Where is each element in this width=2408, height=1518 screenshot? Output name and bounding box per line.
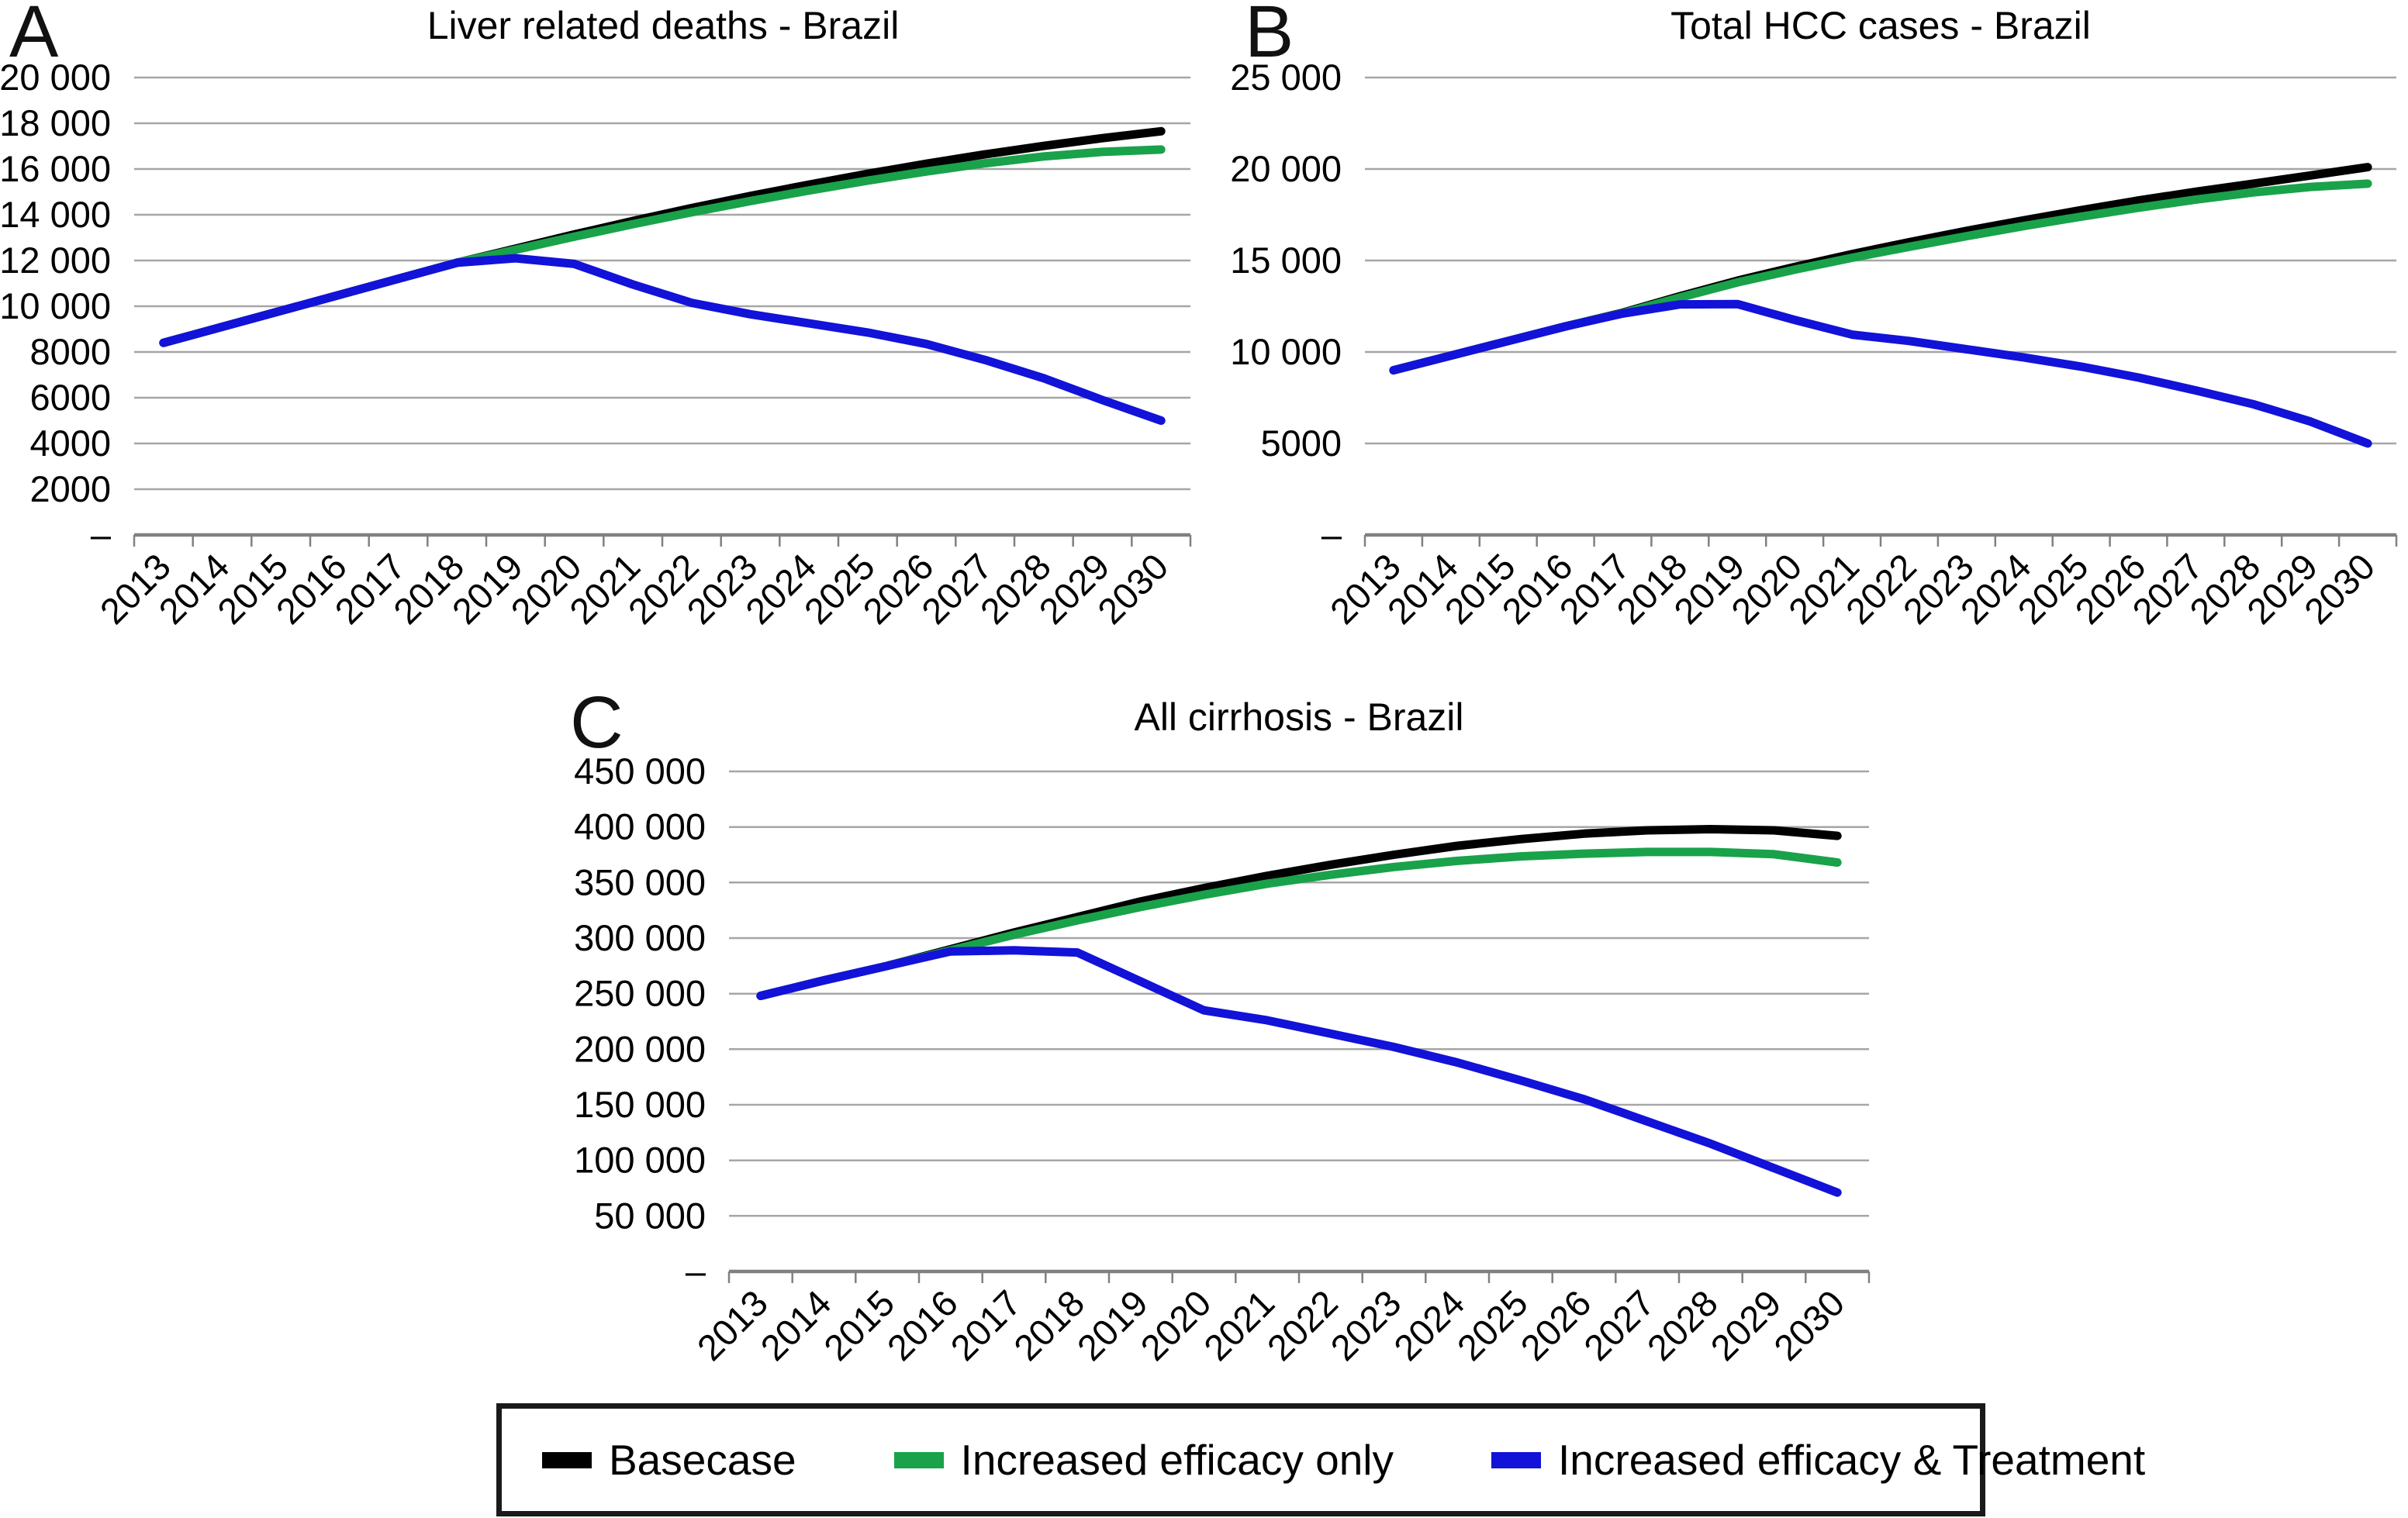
svg-text:350 000: 350 000 [574,861,706,902]
panel-label-a: A [9,0,59,73]
svg-text:20 000: 20 000 [0,57,111,98]
svg-text:2014: 2014 [752,1282,838,1368]
legend-label-increased-efficacy-treatment: Increased efficacy & Treatment [1558,1436,2146,1484]
chart-b-title: Total HCC cases - Brazil [1670,4,2091,47]
svg-text:200 000: 200 000 [574,1028,706,1069]
svg-text:2015: 2015 [816,1282,902,1368]
svg-text:16 000: 16 000 [0,148,111,189]
svg-text:2022: 2022 [1259,1282,1345,1368]
legend-label-basecase: Basecase [609,1436,796,1484]
svg-text:150 000: 150 000 [574,1084,706,1125]
svg-text:12 000: 12 000 [0,240,111,281]
svg-text:2025: 2025 [1449,1282,1535,1368]
svg-text:4000: 4000 [29,423,111,464]
svg-text:2021: 2021 [1196,1282,1282,1368]
treatment-line-swatch-icon [1491,1451,1542,1468]
svg-text:14 000: 14 000 [0,194,111,235]
svg-text:2030: 2030 [1766,1282,1852,1368]
svg-text:18 000: 18 000 [0,102,111,143]
legend-item-basecase: Basecase [542,1435,796,1485]
legend: Basecase Increased efficacy only Increas… [496,1403,2145,1516]
panel-a: A Liver related deaths - Brazil 20 000 18… [0,0,1206,682]
panel-label-c: C [570,681,624,764]
svg-text:–: – [91,514,112,555]
svg-text:2016: 2016 [879,1282,965,1368]
svg-text:2019: 2019 [1069,1282,1155,1368]
svg-text:–: – [1321,514,1342,555]
panel-label-b: B [1245,0,1294,73]
svg-text:300 000: 300 000 [574,917,706,958]
chart-c-plot: 450 000 400 000 350 000 300 000 250 000 200 0… [574,750,1871,1368]
svg-text:2023: 2023 [1322,1282,1408,1368]
chart-c-title: All cirrhosis - Brazil [1134,695,1464,739]
svg-text:2017: 2017 [942,1282,1028,1368]
svg-text:15 000: 15 000 [1230,240,1342,281]
chart-a-title: Liver related deaths - Brazil [427,4,900,47]
legend-item-increased-efficacy-treatment: Increased efficacy & Treatment [1491,1435,2145,1485]
svg-text:25 000: 25 000 [1230,57,1342,98]
svg-text:2013: 2013 [689,1282,775,1368]
svg-text:10 000: 10 000 [1230,331,1342,372]
svg-text:2026: 2026 [1512,1282,1598,1368]
svg-text:2018: 2018 [1006,1282,1092,1368]
svg-text:2020: 2020 [1132,1282,1218,1368]
svg-text:20 000: 20 000 [1230,148,1342,189]
svg-text:2027: 2027 [1576,1282,1662,1368]
svg-text:8000: 8000 [29,331,111,372]
svg-text:2000: 2000 [29,468,111,509]
svg-text:400 000: 400 000 [574,806,706,847]
svg-text:450 000: 450 000 [574,750,706,792]
svg-text:10 000: 10 000 [0,285,111,326]
svg-text:–: – [686,1251,707,1292]
svg-text:2028: 2028 [1639,1282,1725,1368]
svg-text:100 000: 100 000 [574,1140,706,1181]
panel-c: C All cirrhosis - Brazil 450 000 400 000 3… [481,682,1923,1372]
panel-b: B Total HCC cases - Brazil 25 000 20 000 1… [1206,0,2408,682]
svg-text:50 000: 50 000 [594,1195,706,1236]
legend-label-increased-efficacy-only: Increased efficacy only [960,1436,1394,1484]
svg-text:250 000: 250 000 [574,973,706,1014]
svg-text:5000: 5000 [1260,423,1342,464]
efficacy-line-swatch-icon [893,1451,944,1468]
svg-text:2024: 2024 [1386,1282,1472,1368]
svg-text:6000: 6000 [29,377,111,418]
svg-text:2029: 2029 [1702,1282,1788,1368]
basecase-line-swatch-icon [542,1451,592,1468]
legend-item-increased-efficacy-only: Increased efficacy only [893,1435,1394,1485]
